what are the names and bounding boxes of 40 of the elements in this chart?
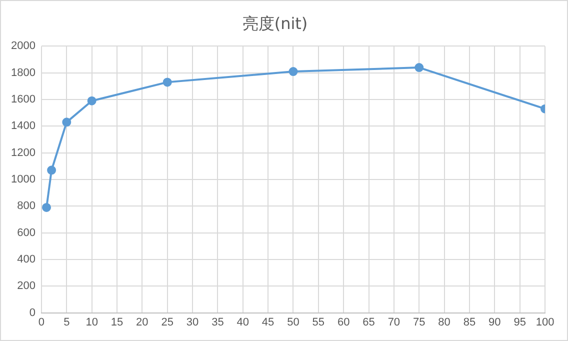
x-tick-label: 65 bbox=[362, 316, 375, 328]
point bbox=[288, 67, 298, 76]
y-tick-label: 1200 bbox=[10, 146, 36, 159]
y-tick-label: 600 bbox=[17, 226, 36, 239]
point bbox=[162, 78, 172, 87]
x-tick-label: 40 bbox=[236, 316, 250, 328]
y-tick-label: 1000 bbox=[10, 174, 36, 186]
point bbox=[42, 202, 52, 212]
x-tick-label: 90 bbox=[488, 316, 501, 328]
point bbox=[414, 63, 424, 72]
point bbox=[62, 118, 72, 127]
y-tick-label: 800 bbox=[17, 200, 36, 212]
x-tick-label: 80 bbox=[438, 316, 450, 328]
point bbox=[87, 96, 96, 106]
y-tick-label: 1800 bbox=[10, 66, 36, 79]
x-tick-label: 15 bbox=[110, 316, 124, 328]
x-tick-label: 25 bbox=[161, 316, 174, 328]
x-tick-label: 100 bbox=[536, 316, 554, 328]
point bbox=[47, 166, 56, 175]
x-tick-label: 85 bbox=[463, 316, 476, 328]
x-tick-label: 20 bbox=[136, 316, 148, 328]
x-tick-label: 0 bbox=[38, 316, 45, 328]
x-tick-label: 30 bbox=[186, 316, 199, 328]
x-tick-label: 60 bbox=[337, 316, 350, 328]
y-tick-label: 2000 bbox=[10, 40, 36, 52]
x-tick-label: 70 bbox=[388, 316, 400, 328]
y-tick-label: 200 bbox=[17, 280, 36, 292]
x-tick-label: 50 bbox=[287, 316, 300, 328]
chart-title: 亮度(nit) bbox=[242, 14, 308, 33]
y-tick-label: 400 bbox=[17, 254, 36, 266]
y-tick-label: 1600 bbox=[10, 94, 36, 106]
x-tick-label: 45 bbox=[262, 316, 274, 328]
x-tick-label: 95 bbox=[514, 316, 526, 328]
x-tick-label: 55 bbox=[312, 316, 325, 328]
y-tick-label: 1400 bbox=[10, 120, 36, 132]
x-tick-label: 75 bbox=[412, 316, 426, 328]
x-tick-label: 35 bbox=[212, 316, 224, 328]
x-tick-label: 10 bbox=[86, 316, 98, 328]
y-tick-label: 0 bbox=[29, 306, 36, 319]
x-tick-label: 5 bbox=[64, 316, 70, 328]
